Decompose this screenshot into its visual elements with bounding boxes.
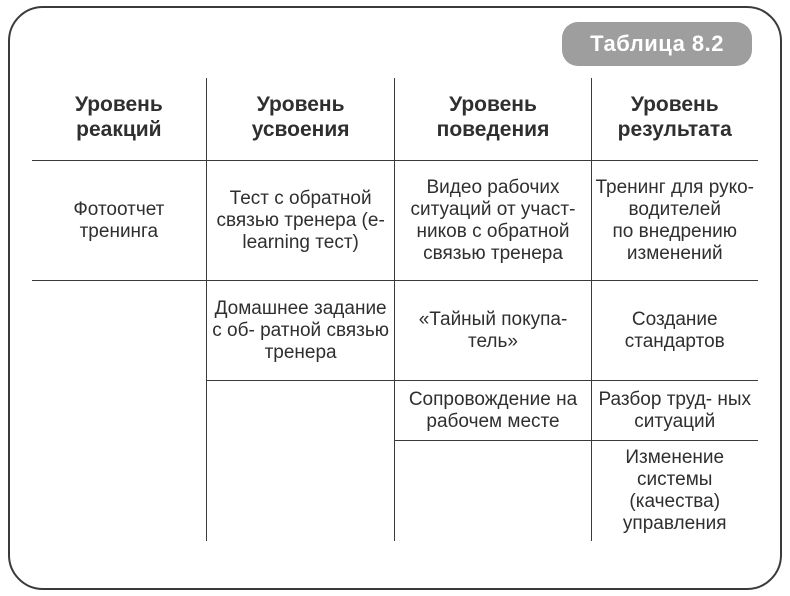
- col-header-1: Уровень усвоения: [206, 78, 395, 161]
- col-header-0: Уровень реакций: [32, 78, 206, 161]
- cell-r2c0: [32, 381, 206, 441]
- col-header-3: Уровень результата: [591, 78, 758, 161]
- cell-r1c1: Домашнее задание с об- ратной связью тре…: [206, 281, 395, 381]
- cell-r1c2: «Тайный покупа- тель»: [395, 281, 591, 381]
- table-row: Изменение системы (качества) управления: [32, 441, 758, 541]
- levels-table: Уровень реакций Уровень усвоения Уровень…: [32, 78, 758, 541]
- cell-r0c3: Тренинг для руко- водителей по внедрению…: [591, 161, 758, 281]
- col-header-2: Уровень поведения: [395, 78, 591, 161]
- table-row: Фотоотчет тренинга Тест с обратной связь…: [32, 161, 758, 281]
- table-frame: Таблица 8.2 Уровень реакций Уровень усво…: [8, 6, 782, 590]
- cell-r0c2: Видео рабочих ситуаций от участ- ников с…: [395, 161, 591, 281]
- cell-r0c0: Фотоотчет тренинга: [32, 161, 206, 281]
- cell-r3c1: [206, 441, 395, 541]
- table-wrap: Уровень реакций Уровень усвоения Уровень…: [32, 78, 758, 541]
- table-badge: Таблица 8.2: [562, 22, 752, 66]
- cell-r2c2: Сопровождение на рабочем месте: [395, 381, 591, 441]
- table-row: Сопровождение на рабочем месте Разбор тр…: [32, 381, 758, 441]
- cell-r2c3: Разбор труд- ных ситуаций: [591, 381, 758, 441]
- header-row: Уровень реакций Уровень усвоения Уровень…: [32, 78, 758, 161]
- cell-r0c1: Тест с обратной связью тренера (e-learni…: [206, 161, 395, 281]
- cell-r2c1: [206, 381, 395, 441]
- cell-r3c3: Изменение системы (качества) управления: [591, 441, 758, 541]
- cell-r3c2: [395, 441, 591, 541]
- cell-r1c3: Создание стандартов: [591, 281, 758, 381]
- cell-r3c0: [32, 441, 206, 541]
- badge-label: Таблица 8.2: [590, 31, 724, 56]
- cell-r1c0: [32, 281, 206, 381]
- table-row: Домашнее задание с об- ратной связью тре…: [32, 281, 758, 381]
